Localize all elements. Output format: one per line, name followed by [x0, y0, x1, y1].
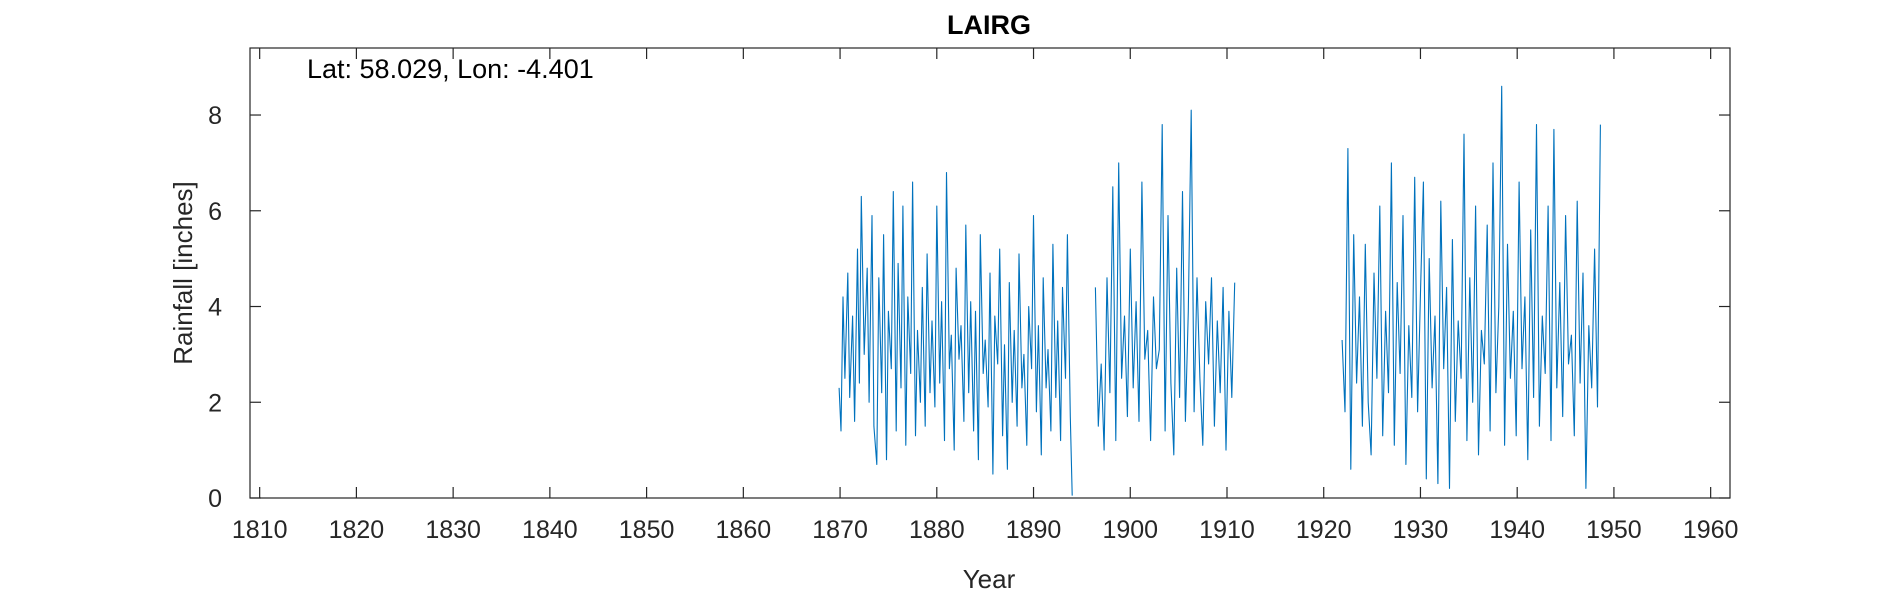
x-tick-label: 1860: [716, 516, 772, 544]
location-annotation: Lat: 58.029, Lon: -4.401: [307, 54, 594, 84]
series-layer: [838, 85, 1601, 496]
x-tick-label: 1890: [1006, 516, 1062, 544]
x-tick-label: 1830: [425, 516, 481, 544]
x-tick-label: 1930: [1393, 516, 1449, 544]
x-axis: 1810 1820 1830 1840 1850 1860 1870 1880 1890 1900…: [232, 48, 1739, 544]
rainfall-series-line: [838, 171, 1073, 496]
chart-title: LAIRG: [947, 10, 1031, 40]
x-axis-label: Year: [963, 564, 1016, 591]
x-tick-label: 1950: [1586, 516, 1642, 544]
y-tick-label: 6: [208, 198, 222, 226]
x-tick-label: 1920: [1296, 516, 1352, 544]
y-axis: 0 2 4 6 8: [208, 102, 1730, 513]
y-tick-label: 4: [208, 294, 222, 322]
x-tick-label: 1820: [329, 516, 385, 544]
y-tick-label: 0: [208, 485, 222, 513]
x-tick-label: 1850: [619, 516, 675, 544]
y-axis-label: Rainfall [inches]: [168, 181, 198, 365]
x-tick-label: 1870: [812, 516, 868, 544]
x-tick-label: 1960: [1683, 516, 1739, 544]
rainfall-series-line: [1341, 85, 1601, 489]
x-tick-label: 1840: [522, 516, 578, 544]
x-tick-label: 1880: [909, 516, 965, 544]
x-tick-label: 1900: [1102, 516, 1158, 544]
x-tick-label: 1910: [1199, 516, 1255, 544]
x-tick-label: 1940: [1489, 516, 1545, 544]
x-tick-label: 1810: [232, 516, 288, 544]
y-tick-label: 2: [208, 389, 222, 417]
y-tick-label: 8: [208, 102, 222, 130]
rainfall-series-line: [1094, 109, 1236, 456]
